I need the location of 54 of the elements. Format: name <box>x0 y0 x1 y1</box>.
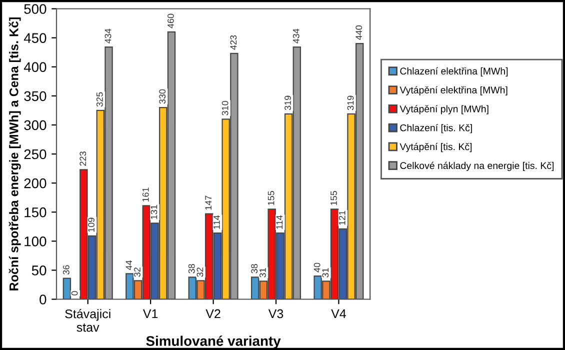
x-tick-label: V3 <box>268 309 284 318</box>
x-tick-label: V4 <box>331 309 346 318</box>
data-label: 121 <box>338 210 346 225</box>
legend-label: Vytápění plyn [MWh] <box>400 105 488 114</box>
data-label: 40 <box>314 262 320 272</box>
data-label: 325 <box>96 92 103 107</box>
y-tick-label: 100 <box>24 236 46 246</box>
data-label: 223 <box>80 152 86 166</box>
y-tick-label: 450 <box>24 33 46 43</box>
legend-label: Celkové náklady na energie [tis. Kč] <box>400 162 554 171</box>
y-tick-label: 50 <box>32 266 46 276</box>
data-label: 0 <box>71 291 78 296</box>
x-tick-label: Stávajici stav <box>65 308 110 332</box>
y-tick-label: 400 <box>24 62 46 72</box>
y-tick-label: 250 <box>24 149 46 160</box>
data-label: 38 <box>251 264 258 274</box>
data-label: 434 <box>292 28 300 44</box>
data-label: 147 <box>205 196 212 210</box>
y-tick-label: 0 <box>40 294 46 304</box>
data-label: 434 <box>104 28 112 44</box>
data-label: 131 <box>150 205 158 219</box>
legend-label: Chlazení [tis. Kč] <box>400 124 472 134</box>
data-label: 319 <box>284 96 291 110</box>
y-tick-label: 150 <box>24 207 46 218</box>
x-axis-title: Simulované varianty <box>146 336 281 349</box>
x-tick-label: V2 <box>206 309 220 318</box>
data-label: 44 <box>126 260 132 270</box>
data-label: 423 <box>230 35 237 50</box>
data-label: 38 <box>188 264 195 274</box>
y-axis-title: Roční spotřeba energie [MWh] a Cena [tis. Kč] <box>8 18 21 290</box>
data-label: 155 <box>268 191 274 206</box>
data-label: 32 <box>196 268 204 277</box>
data-label: 440 <box>356 25 362 40</box>
data-label: 114 <box>276 215 283 229</box>
legend-label: Vytápění elektřina [MWh] <box>400 86 508 96</box>
legend-label: Chlazení elektřina [MWh] <box>400 67 508 76</box>
data-label: 109 <box>88 218 94 232</box>
data-label: 460 <box>168 14 174 28</box>
data-label: 31 <box>322 268 329 278</box>
data-label: 36 <box>62 265 70 275</box>
data-label: 319 <box>347 96 354 110</box>
data-label: 310 <box>222 100 228 116</box>
data-label: 31 <box>259 268 266 278</box>
data-label: 330 <box>159 89 166 104</box>
x-tick-label: V1 <box>142 309 158 318</box>
y-tick-label: 200 <box>24 178 46 188</box>
y-tick-label: 350 <box>24 91 46 102</box>
data-label: 155 <box>330 191 337 206</box>
legend-label: Vytápění [tis. Kč] <box>400 142 472 152</box>
y-tick-label: 300 <box>24 120 46 130</box>
data-label: 161 <box>142 188 149 202</box>
data-label: 32 <box>134 268 140 277</box>
y-tick-label: 500 <box>24 4 46 14</box>
data-label: 114 <box>214 215 220 229</box>
